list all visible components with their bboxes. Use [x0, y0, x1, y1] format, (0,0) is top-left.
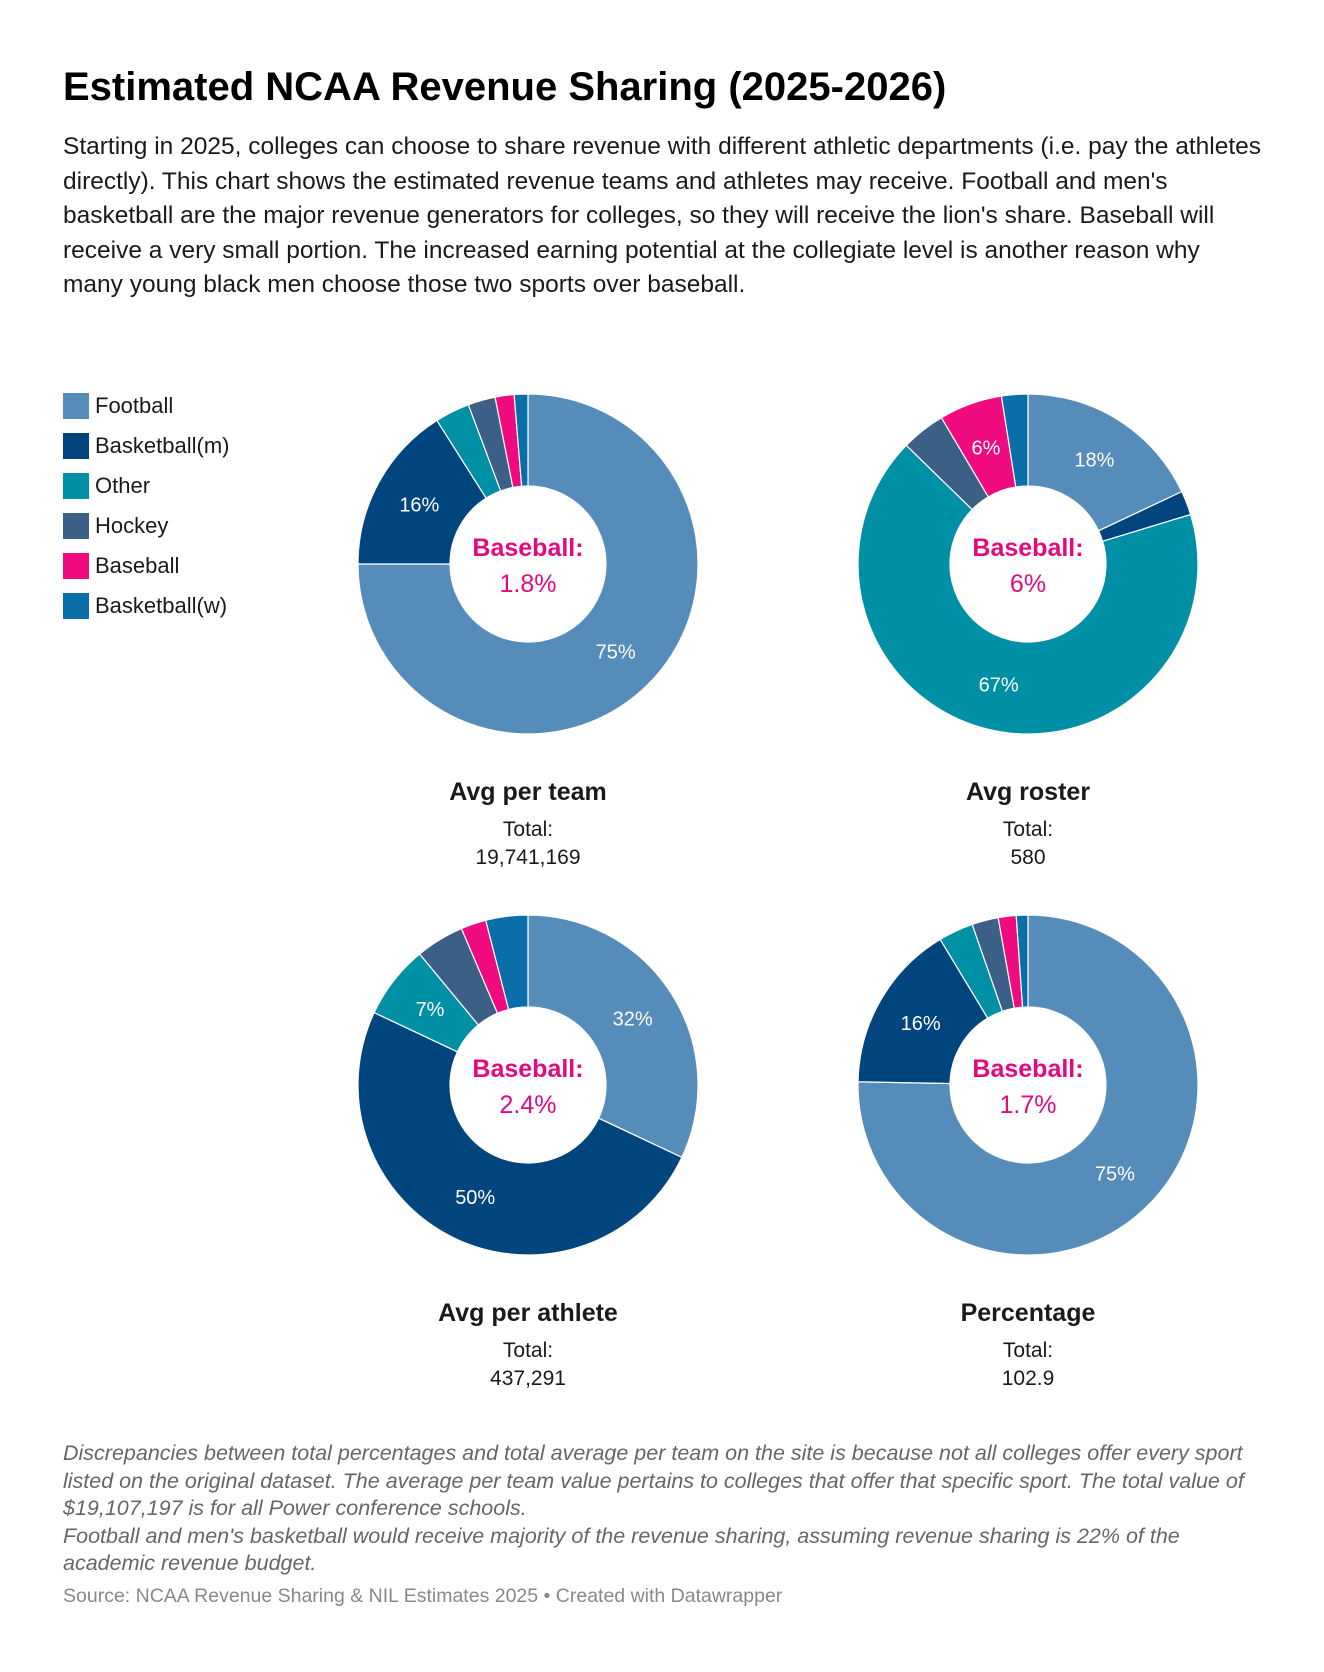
slice-label-basketball-m: 16% [399, 494, 439, 516]
panel-title: Avg roster [965, 778, 1091, 806]
center-value: 1.7% [1000, 1091, 1057, 1119]
center-value: 6% [1010, 570, 1046, 598]
footnotes: Discrepancies between total percentages … [63, 1440, 1263, 1578]
panel-total-label: Total: [1002, 1339, 1054, 1362]
legend-label-basketball-w: Basketball(w) [95, 593, 228, 618]
legend-label-other: Other [95, 473, 151, 498]
slice-label-basketball-m: 16% [901, 1013, 941, 1035]
donut-panel-avg-roster: 18% 67% 6% Baseball: 6% Avg roster Total: 58… [838, 374, 1218, 872]
center-label: Baseball: [972, 1055, 1083, 1083]
legend-swatch-basketball-w [63, 593, 89, 619]
slice-label-football: 32% [613, 1009, 653, 1031]
donut-chart-percentage: 75% 16% Baseball: 1.7% [857, 914, 1199, 1256]
donut-panel-avg-per-athlete: 32% 50% 7% Baseball: 2.4% Avg per athlete To… [338, 895, 718, 1393]
legend-swatch-basketball-m [63, 433, 89, 459]
donut-chart-avg-per-athlete: 32% 50% 7% Baseball: 2.4% [357, 914, 699, 1256]
legend-item-baseball: Baseball [63, 546, 303, 586]
panel-total-label: Total: [1002, 818, 1054, 841]
slice-label-football: 75% [596, 642, 636, 664]
center-label: Baseball: [472, 1055, 583, 1083]
donut-slice-basketball-w [484, 914, 529, 1011]
footnote-discrepancies: Discrepancies between total percentages … [63, 1441, 1244, 1520]
legend-swatch-other [63, 473, 89, 499]
donut-chart-avg-roster: 18% 67% 6% Baseball: 6% [857, 393, 1199, 735]
legend-label-football: Football [95, 393, 174, 418]
donut-slice-football [1027, 393, 1183, 532]
footnote-majority: Football and men's basketball would rece… [63, 1523, 1180, 1576]
panel-total-value: 102.9 [1001, 1367, 1055, 1390]
donut-slice-other [857, 444, 1199, 735]
donut-slice-basketball-w [1015, 914, 1029, 1008]
donut-slice-football [527, 914, 699, 1159]
donut-slice-basketball-m [357, 1011, 683, 1256]
panel-total-label: Total: [502, 818, 554, 841]
donut-panel-avg-per-team: 75% 16% Baseball: 1.8% Avg per team Total: … [338, 374, 718, 872]
chart-description: Starting in 2025, colleges can choose to… [63, 133, 1262, 298]
slice-label-basketball-m: 50% [455, 1187, 495, 1209]
slice-label-football: 18% [1074, 449, 1114, 471]
donut-slice-basketball-m [857, 938, 989, 1085]
donut-slice-basketball-w [513, 393, 529, 487]
legend-item-football: Football [63, 386, 303, 426]
legend-label-baseball: Baseball [95, 553, 180, 578]
legend-swatch-hockey [63, 513, 89, 539]
legend-label-basketball-m: Basketball(m) [95, 433, 230, 458]
legend-swatch-football [63, 393, 89, 419]
panel-total-value: 19,741,169 [475, 846, 581, 869]
chart-title: Estimated NCAA Revenue Sharing (2025-202… [63, 65, 947, 109]
source-line: Source: NCAA Revenue Sharing & NIL Estim… [63, 1585, 783, 1607]
center-label: Baseball: [972, 534, 1083, 562]
legend-item-hockey: Hockey [63, 506, 303, 546]
panel-title: Percentage [960, 1299, 1096, 1327]
donut-panel-percentage: 75% 16% Baseball: 1.7% Percentage Total: 10… [838, 895, 1218, 1393]
legend-swatch-baseball [63, 553, 89, 579]
slice-label-football: 75% [1095, 1164, 1135, 1186]
legend-item-other: Other [63, 466, 303, 506]
panel-total-value: 437,291 [490, 1367, 566, 1390]
donut-slice-football [857, 914, 1199, 1256]
donut-slice-basketball-m [357, 419, 488, 565]
center-value: 1.8% [500, 570, 557, 598]
legend-item-basketball-w: Basketball(w) [63, 586, 303, 626]
slice-label-other: 7% [416, 999, 445, 1021]
donut-chart-avg-per-team: 75% 16% Baseball: 1.8% [357, 393, 699, 735]
panel-title: Avg per team [449, 778, 607, 806]
center-value: 2.4% [500, 1091, 557, 1119]
legend: Football Basketball(m) Other Hockey Base… [63, 386, 303, 626]
slice-label-baseball: 6% [972, 437, 1001, 459]
panel-title: Avg per athlete [438, 1299, 618, 1327]
slice-label-other: 67% [979, 674, 1019, 696]
legend-label-hockey: Hockey [95, 513, 169, 538]
panel-total-value: 580 [1010, 846, 1046, 869]
legend-item-basketball-m: Basketball(m) [63, 426, 303, 466]
panel-total-label: Total: [502, 1339, 554, 1362]
donut-slice-basketball-w [1000, 393, 1029, 488]
center-label: Baseball: [472, 534, 583, 562]
donut-slice-football [357, 393, 699, 735]
